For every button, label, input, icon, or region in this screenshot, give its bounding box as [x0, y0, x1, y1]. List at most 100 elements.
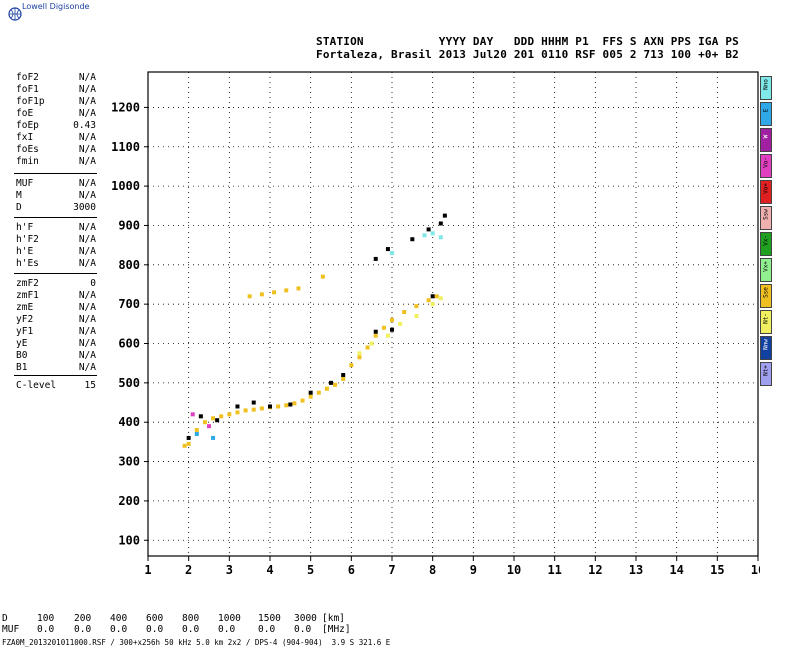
x-tick-label: 2 [185, 563, 192, 577]
data-point [300, 398, 305, 403]
x-tick-label: 14 [669, 563, 683, 577]
footer-cell: 0.0 [182, 624, 200, 635]
param-name: B1 [16, 362, 28, 373]
footer-cell: 0.0 [294, 624, 312, 635]
param-value: 3000 [73, 202, 96, 213]
param-value: N/A [78, 190, 96, 201]
data-point [308, 390, 313, 395]
param-row: foEs N/A [16, 144, 96, 156]
param-value: N/A [78, 156, 96, 167]
param-row: yF2 N/A [16, 314, 96, 326]
data-point [251, 400, 256, 405]
footer-cell: [km] [322, 613, 345, 624]
header-line-2: Fortaleza, Brasil 2013 Jul20 201 0110 RS… [316, 48, 739, 61]
param-row: h'E N/A [16, 246, 96, 258]
legend-label: W [762, 134, 770, 139]
data-point [357, 355, 362, 360]
x-tick-label: 11 [547, 563, 561, 577]
param-row: zmE N/A [16, 302, 96, 314]
footer-cell: 800 [182, 613, 200, 624]
param-name: foF2 [16, 72, 39, 83]
data-point [426, 298, 431, 303]
divider [14, 173, 97, 174]
legend-label: Vx+ [762, 261, 770, 272]
param-row: yE N/A [16, 338, 96, 350]
data-point [268, 404, 272, 409]
param-value: N/A [78, 258, 96, 269]
data-point [296, 286, 301, 291]
data-point [316, 390, 321, 395]
param-value: 0 [90, 278, 96, 289]
param-name: yF1 [16, 326, 34, 337]
data-point [438, 235, 443, 240]
lowell-globe-icon [8, 6, 22, 21]
data-point [442, 213, 447, 218]
x-tick-label: 15 [710, 563, 724, 577]
x-tick-label: 8 [429, 563, 436, 577]
footer-cell: 0.0 [74, 624, 92, 635]
x-tick-label: 13 [629, 563, 643, 577]
data-point [284, 403, 289, 408]
footer-cell: 0.0 [37, 624, 55, 635]
footer-cell: 0.0 [110, 624, 128, 635]
y-tick-label: 900 [118, 218, 140, 232]
x-tick-label: 7 [388, 563, 395, 577]
param-name: foEp [16, 120, 39, 131]
param-row: foF1 N/A [16, 84, 96, 96]
legend-label: Ssw [762, 209, 770, 220]
data-point [390, 317, 394, 322]
param-name: zmF2 [16, 278, 39, 289]
data-point [341, 376, 346, 381]
param-row: M N/A [16, 190, 96, 202]
data-point [272, 290, 277, 295]
y-tick-label: 400 [118, 415, 140, 429]
y-tick-label: 200 [118, 494, 140, 508]
param-name: M [16, 190, 22, 201]
legend-label: Nt- [762, 313, 770, 324]
data-point [190, 412, 195, 417]
data-point [402, 310, 407, 315]
param-value: N/A [78, 132, 96, 143]
data-point [194, 428, 199, 433]
param-row: foF1p N/A [16, 96, 96, 108]
param-name: zmF1 [16, 290, 39, 301]
data-point [211, 416, 216, 421]
data-point [381, 325, 386, 330]
param-value: N/A [78, 362, 96, 373]
data-point [365, 345, 370, 350]
footer-cell: 0.0 [258, 624, 276, 635]
data-point [324, 386, 329, 391]
legend-swatch: Vx- [760, 232, 772, 256]
data-point [430, 302, 435, 307]
param-row: MUF N/A [16, 178, 96, 190]
legend-label: Nt+ [762, 365, 770, 376]
data-point [207, 424, 211, 429]
param-value: N/A [78, 314, 96, 325]
y-tick-label: 1100 [111, 140, 140, 154]
x-tick-label: 10 [507, 563, 521, 577]
data-point [422, 233, 427, 238]
footer-cell: 3000 [294, 613, 317, 624]
data-point [259, 292, 264, 297]
data-point [434, 294, 439, 299]
param-row: foE N/A [16, 108, 96, 120]
legend-swatch: Vo- [760, 154, 772, 178]
data-point [390, 327, 394, 332]
footer-cell: [MHz] [322, 624, 351, 635]
y-tick-label: 600 [118, 337, 140, 351]
data-point [341, 372, 346, 377]
param-row: C-level 15 [16, 380, 96, 392]
footer-cell: D [2, 613, 8, 624]
param-row: foEp 0.43 [16, 120, 96, 132]
data-point [414, 304, 419, 309]
param-name: B0 [16, 350, 28, 361]
param-name: zmE [16, 302, 34, 313]
param-value: N/A [78, 84, 96, 95]
param-name: h'Es [16, 258, 39, 269]
data-point [385, 333, 390, 338]
data-point [251, 407, 256, 412]
y-tick-label: 800 [118, 258, 140, 272]
param-value: N/A [78, 338, 96, 349]
data-point [373, 329, 378, 334]
param-name: fxI [16, 132, 34, 143]
